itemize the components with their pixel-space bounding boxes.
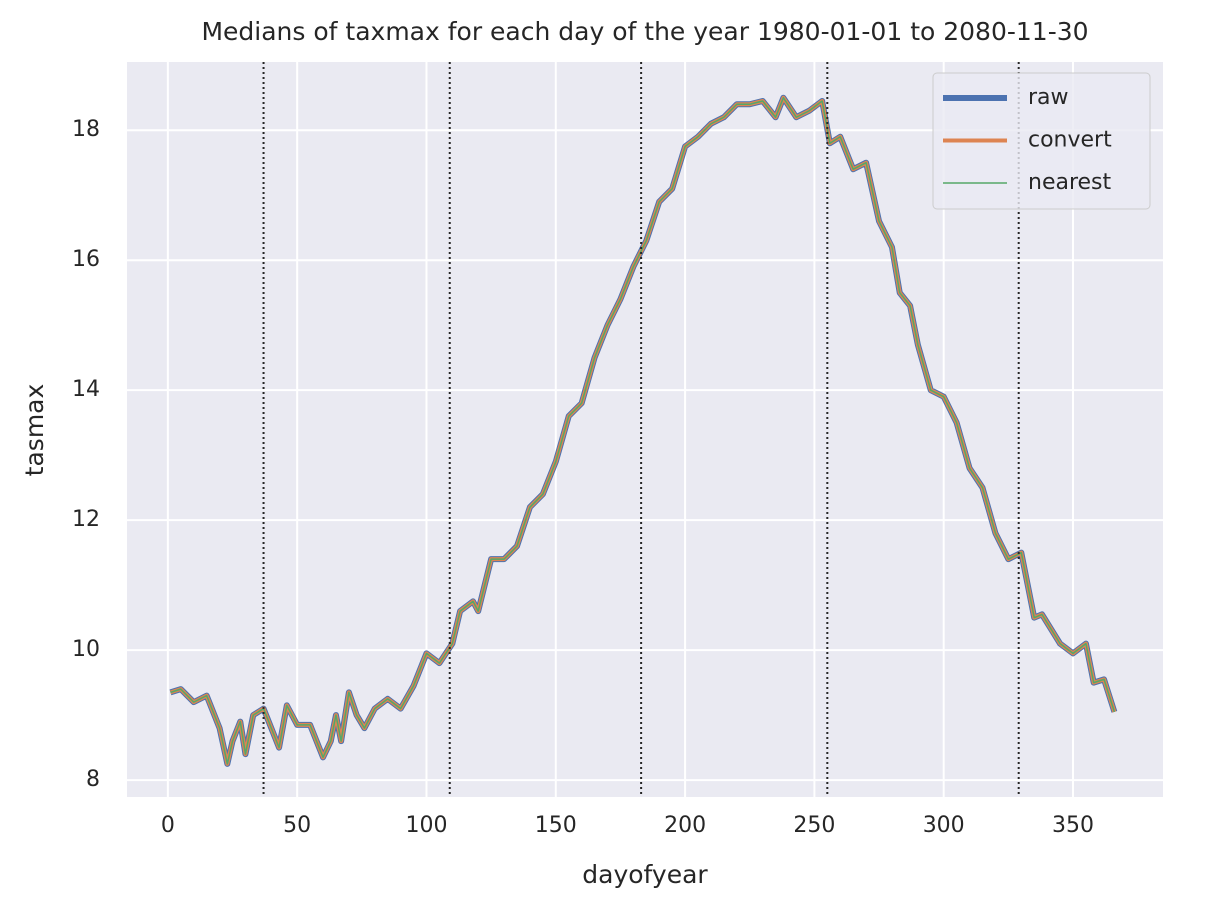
legend-box bbox=[932, 72, 1151, 210]
x-axis-label: dayofyear bbox=[582, 860, 708, 889]
x-tick-label: 200 bbox=[664, 813, 706, 838]
x-tick-label: 100 bbox=[405, 813, 447, 838]
legend-label: raw bbox=[1028, 85, 1069, 110]
legend-label: convert bbox=[1028, 128, 1112, 153]
series-line bbox=[170, 96, 1116, 765]
x-tick-label: 300 bbox=[923, 813, 965, 838]
y-tick-label: 18 bbox=[72, 117, 100, 142]
y-tick-label: 14 bbox=[72, 377, 100, 402]
x-tick-label: 50 bbox=[283, 813, 311, 838]
chart-title: Medians of taxmax for each day of the ye… bbox=[201, 17, 1088, 46]
y-tick-label: 16 bbox=[72, 247, 100, 272]
x-tick-label: 150 bbox=[535, 813, 577, 838]
y-tick-label: 8 bbox=[86, 767, 100, 792]
x-tick-label: 250 bbox=[793, 813, 835, 838]
legend-label: nearest bbox=[1028, 170, 1112, 195]
y-tick-label: 10 bbox=[72, 637, 100, 662]
y-tick-label: 12 bbox=[72, 507, 100, 532]
y-axis-label: tasmax bbox=[20, 384, 49, 477]
x-tick-label: 350 bbox=[1052, 813, 1094, 838]
x-tick-label: 0 bbox=[161, 813, 175, 838]
